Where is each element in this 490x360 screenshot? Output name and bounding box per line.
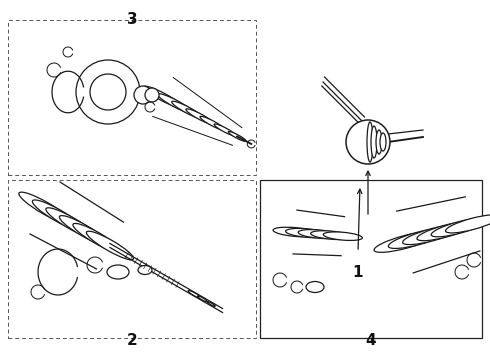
Ellipse shape (207, 302, 215, 306)
Ellipse shape (445, 215, 490, 233)
Ellipse shape (374, 232, 436, 252)
Ellipse shape (186, 109, 214, 125)
Ellipse shape (306, 282, 324, 292)
Bar (260, 180, 482, 338)
Ellipse shape (376, 130, 382, 154)
Ellipse shape (311, 231, 351, 239)
Text: 2: 2 (126, 333, 137, 348)
Circle shape (134, 86, 152, 104)
Ellipse shape (417, 221, 474, 241)
Ellipse shape (323, 232, 362, 240)
Ellipse shape (403, 225, 462, 244)
Ellipse shape (59, 216, 109, 246)
Text: 3: 3 (127, 12, 137, 27)
Text: 1: 1 (353, 265, 363, 280)
Circle shape (76, 60, 140, 124)
Ellipse shape (371, 126, 377, 158)
Circle shape (145, 88, 159, 102)
Text: 4: 4 (366, 333, 376, 348)
Ellipse shape (46, 208, 96, 238)
Ellipse shape (197, 296, 207, 302)
Ellipse shape (86, 231, 133, 260)
Ellipse shape (32, 200, 84, 231)
Circle shape (90, 74, 126, 110)
Ellipse shape (431, 218, 487, 237)
Circle shape (346, 120, 390, 164)
Ellipse shape (273, 227, 317, 237)
Ellipse shape (389, 228, 449, 248)
Ellipse shape (158, 94, 193, 113)
Ellipse shape (200, 116, 225, 130)
Ellipse shape (107, 265, 129, 279)
Ellipse shape (19, 192, 71, 224)
Ellipse shape (380, 133, 386, 151)
Ellipse shape (188, 291, 201, 298)
Ellipse shape (73, 224, 121, 253)
Ellipse shape (298, 230, 340, 239)
Bar (8, 180, 256, 338)
Ellipse shape (286, 228, 328, 238)
Ellipse shape (138, 266, 152, 275)
Ellipse shape (228, 131, 246, 141)
Ellipse shape (144, 86, 182, 108)
Ellipse shape (172, 101, 204, 119)
Bar (8, 20, 256, 175)
Ellipse shape (367, 122, 373, 162)
Ellipse shape (214, 124, 236, 136)
